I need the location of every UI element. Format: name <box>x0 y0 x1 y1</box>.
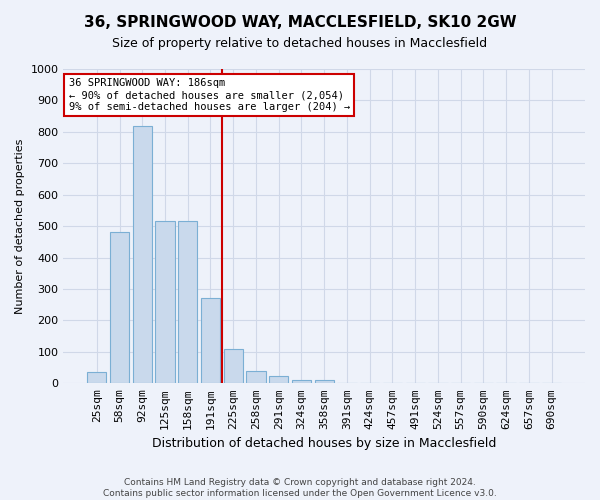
Text: 36 SPRINGWOOD WAY: 186sqm
← 90% of detached houses are smaller (2,054)
9% of sem: 36 SPRINGWOOD WAY: 186sqm ← 90% of detac… <box>68 78 350 112</box>
Bar <box>247 370 266 384</box>
Bar <box>314 380 334 384</box>
Bar <box>292 380 311 384</box>
Bar <box>224 348 243 384</box>
X-axis label: Distribution of detached houses by size in Macclesfield: Distribution of detached houses by size … <box>152 437 496 450</box>
Bar <box>87 372 106 384</box>
Text: Contains HM Land Registry data © Crown copyright and database right 2024.
Contai: Contains HM Land Registry data © Crown c… <box>103 478 497 498</box>
Bar <box>178 222 197 384</box>
Bar <box>110 232 129 384</box>
Text: 36, SPRINGWOOD WAY, MACCLESFIELD, SK10 2GW: 36, SPRINGWOOD WAY, MACCLESFIELD, SK10 2… <box>83 15 517 30</box>
Bar <box>133 126 152 384</box>
Bar <box>155 222 175 384</box>
Bar <box>269 376 289 384</box>
Y-axis label: Number of detached properties: Number of detached properties <box>15 138 25 314</box>
Text: Size of property relative to detached houses in Macclesfield: Size of property relative to detached ho… <box>112 38 488 51</box>
Bar <box>201 298 220 384</box>
